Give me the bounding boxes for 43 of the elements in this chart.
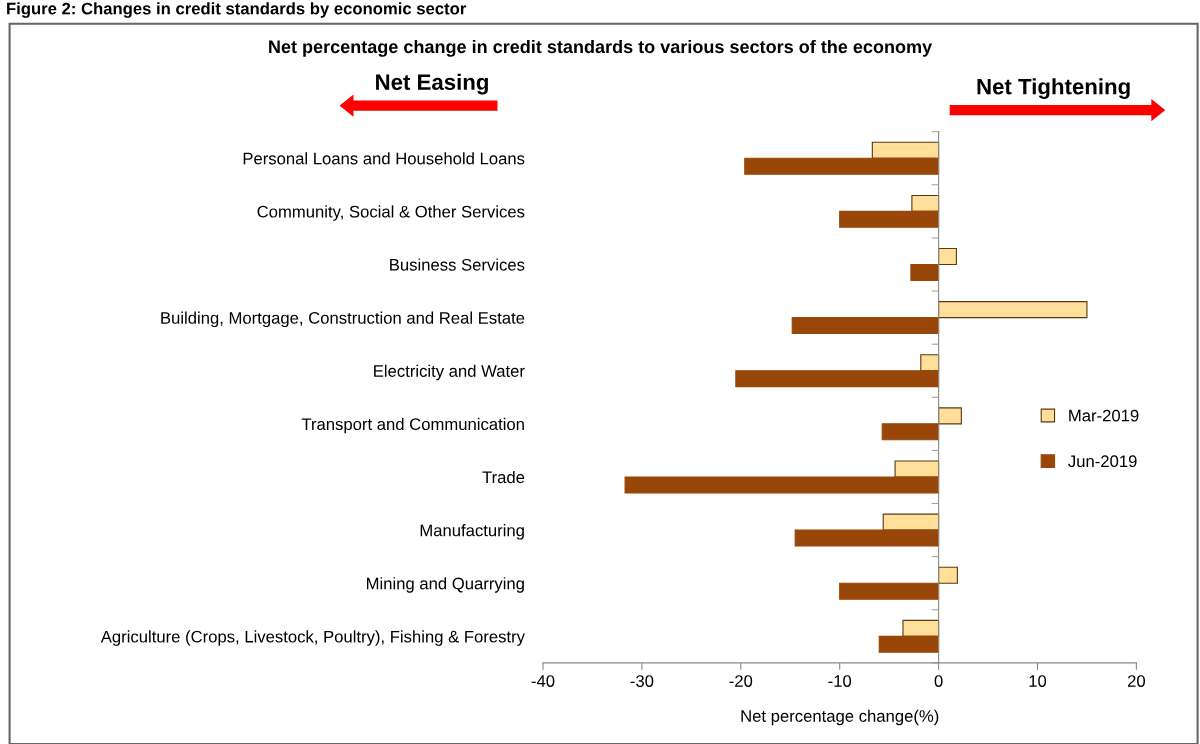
bar [938,566,958,584]
y-tick-label: Community, Social & Other Services [257,205,525,221]
x-tick-label: 20 [1127,675,1146,687]
bar [881,423,940,441]
text: Net Tightening [977,78,1130,99]
bar [938,301,1088,319]
bar [911,194,940,212]
bar [878,635,940,653]
bar [624,476,940,494]
bar [794,529,940,547]
bar [902,619,940,637]
bar [735,370,940,388]
x-tick-label: -40 [531,675,555,687]
legend-label: Jun-2019 [1068,455,1137,468]
x-tick-label: -20 [729,675,753,687]
y-tick-label: Trade [482,470,525,484]
y-tick-label: Transport and Communication [301,417,524,434]
bar [791,317,940,335]
bar [938,248,957,266]
x-tick-label: 10 [1029,675,1047,687]
legend-label: Mar-2019 [1069,409,1139,422]
y-tick-label: Mining and Quarrying [366,577,524,593]
text: Net Easing [376,73,488,95]
x-tick-label: -10 [828,675,852,687]
bar [839,582,940,600]
bar [839,210,940,228]
y-tick-label: Electricity and Water [374,364,525,381]
x-axis-title: Net percentage change(%) [741,709,939,726]
bar [871,141,940,159]
x-tick-label: 0 [934,675,943,687]
caption: Figure 2: Changes in credit standards by economic sector [7,2,467,18]
y-tick-label: Agriculture (Crops, Livestock, Poultry), Fishing & Forestry [100,630,525,646]
y-tick-label: Manufacturing [420,524,524,540]
y-tick-label: Business Services [390,258,525,271]
bar [910,263,940,281]
y-tick-label: Building, Mortgage, Construction and Real Estate [161,311,525,328]
y-tick-label: Personal Loans and Household Loans [243,152,525,165]
bar [894,460,940,478]
bar [920,354,940,372]
chart-title: Net percentage change in credit standards to various sectors of the economy [269,39,933,57]
x-tick-label: -30 [630,675,654,687]
bar [744,157,940,175]
bar [938,407,962,425]
